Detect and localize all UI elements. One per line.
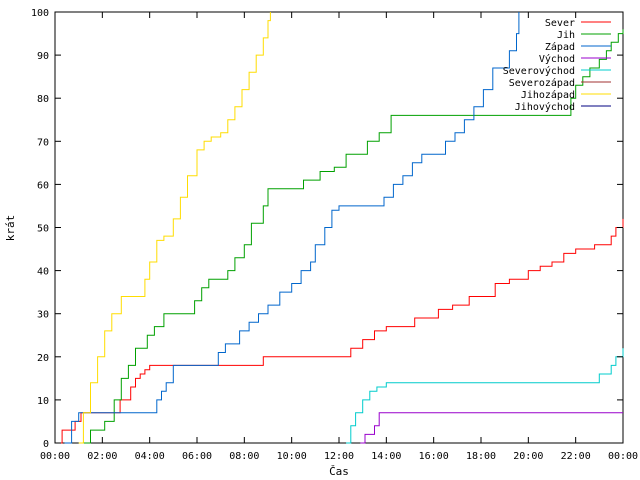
x-tick-label: 16:00 [419, 451, 449, 462]
y-tick-label: 50 [37, 224, 49, 235]
series-layer [60, 12, 624, 444]
ticks-layer: 0 10 20 30 40 50 60 70 80 90 100 00:00 02:00 04:00 06:… [31, 8, 638, 462]
y-tick-label: 60 [37, 180, 49, 191]
series-line-zapad [64, 12, 520, 444]
series-line-vychod [360, 412, 623, 444]
x-tick-label: 04:00 [135, 451, 165, 462]
legend-label-severozapad: Severozápad [509, 77, 575, 89]
x-tick-label: 00:00 [608, 451, 638, 462]
y-tick-label: 0 [43, 439, 49, 450]
x-tick-label: 22:00 [561, 451, 591, 462]
series-line-jihozapad [78, 12, 271, 444]
series-line-sever [60, 218, 624, 444]
x-tick-label: 18:00 [466, 451, 496, 462]
y-tick-label: 70 [37, 137, 49, 148]
x-tick-label: 00:00 [40, 451, 70, 462]
legend-label-severovychod: Severovýchod [503, 65, 575, 77]
y-tick-label: 40 [37, 267, 49, 278]
y-tick-label: 90 [37, 51, 49, 62]
y-tick-label: 30 [37, 310, 49, 321]
x-tick-label: 02:00 [87, 451, 117, 462]
x-tick-label: 14:00 [371, 451, 401, 462]
legend-label-jihozapad: Jihozápad [521, 89, 575, 101]
legend-label-vychod: Východ [539, 53, 575, 65]
x-tick-label: 08:00 [229, 451, 259, 462]
series-line-jih [83, 29, 624, 444]
series-line-severovychod [346, 348, 624, 444]
y-tick-label: 80 [37, 94, 49, 105]
x-tick-label: 10:00 [277, 451, 307, 462]
legend-label-sever: Sever [545, 18, 575, 29]
legend-label-zapad: Západ [545, 41, 575, 53]
legend: SeverJihZápadVýchodSeverovýchodSeverozáp… [503, 18, 611, 113]
y-tick-label: 10 [37, 396, 49, 407]
legend-label-jihovychod: Jihovýchod [515, 101, 575, 113]
x-axis-label: Čas [329, 465, 349, 478]
y-tick-label: 100 [31, 8, 49, 19]
x-tick-label: 20:00 [513, 451, 543, 462]
legend-label-jih: Jih [557, 30, 575, 41]
y-tick-label: 20 [37, 353, 49, 364]
x-tick-label: 12:00 [324, 451, 354, 462]
y-axis-label: krát [4, 215, 17, 242]
x-tick-label: 06:00 [182, 451, 212, 462]
